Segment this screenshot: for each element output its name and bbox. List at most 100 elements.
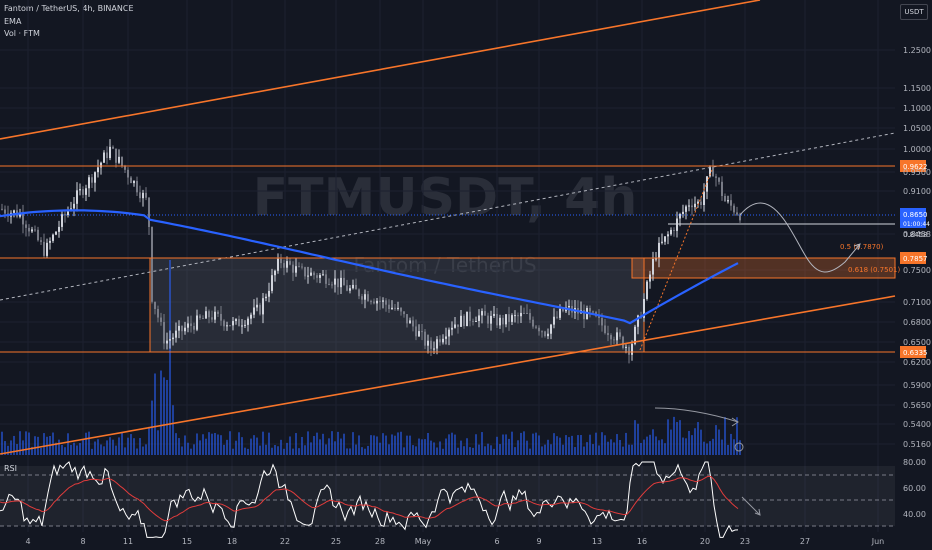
volume-bar bbox=[607, 441, 609, 455]
candle-body bbox=[82, 189, 84, 195]
candle-body bbox=[670, 229, 672, 235]
volume-bar bbox=[118, 437, 120, 455]
time-axis-tick: 9 bbox=[536, 537, 541, 546]
candle-body bbox=[634, 326, 636, 344]
candle-body bbox=[667, 234, 669, 237]
candle-body bbox=[526, 313, 528, 315]
volume-bar bbox=[88, 431, 90, 455]
candle-body bbox=[448, 329, 450, 337]
volume-bar bbox=[268, 432, 270, 455]
candle-body bbox=[172, 337, 174, 340]
candle-body bbox=[451, 327, 453, 330]
alert-icon bbox=[734, 442, 744, 452]
candle-body bbox=[619, 332, 621, 337]
candle-body bbox=[373, 301, 375, 304]
volume-bar bbox=[601, 432, 603, 455]
price-axis-tick: 1.0000 bbox=[903, 145, 931, 154]
candle-body bbox=[409, 320, 411, 324]
volume-bar bbox=[265, 444, 267, 455]
volume-bar bbox=[448, 434, 450, 455]
volume-bar bbox=[91, 448, 93, 455]
volume-bar bbox=[310, 442, 312, 455]
volume-bar bbox=[184, 435, 186, 455]
candle-body bbox=[115, 148, 117, 163]
projection-arrow bbox=[853, 243, 861, 251]
candle-body bbox=[529, 313, 531, 320]
volume-bar bbox=[226, 439, 228, 455]
volume-bar bbox=[58, 439, 60, 455]
rsi-label: RSI bbox=[4, 464, 17, 473]
volume-bar bbox=[19, 431, 21, 455]
volume-bar bbox=[598, 445, 600, 455]
volume-bar bbox=[316, 432, 318, 455]
volume-bar bbox=[541, 446, 543, 455]
volume-bar bbox=[655, 436, 657, 455]
volume-bar bbox=[283, 448, 285, 455]
candle-body bbox=[694, 203, 696, 208]
time-axis-tick: 25 bbox=[331, 537, 341, 546]
volume-bar bbox=[619, 439, 621, 455]
candle-body bbox=[406, 314, 408, 324]
candle-body bbox=[31, 229, 33, 232]
volume-bar bbox=[229, 431, 231, 455]
volume-bar bbox=[571, 435, 573, 455]
candle-body bbox=[55, 231, 57, 235]
volume-bar bbox=[514, 447, 516, 455]
volume-bar bbox=[580, 435, 582, 455]
volume-bar bbox=[55, 442, 57, 455]
level-badge bbox=[900, 346, 926, 358]
volume-bar bbox=[460, 440, 462, 455]
volume-bar bbox=[568, 437, 570, 455]
volume-bar bbox=[16, 444, 18, 455]
volume-bar bbox=[376, 436, 378, 455]
volume-bar bbox=[256, 437, 258, 455]
candle-body bbox=[520, 312, 522, 317]
candle-body bbox=[505, 314, 507, 325]
volume-bar bbox=[211, 433, 213, 455]
volume-bar bbox=[250, 438, 252, 455]
volume-bar bbox=[103, 446, 105, 455]
candle-body bbox=[697, 201, 699, 204]
volume-bar bbox=[238, 432, 240, 455]
volume-bar bbox=[313, 436, 315, 455]
volume-bar bbox=[559, 437, 561, 455]
volume-bar bbox=[340, 438, 342, 455]
candle-body bbox=[208, 311, 210, 318]
volume-bar bbox=[22, 440, 24, 455]
volume-bar bbox=[667, 419, 669, 455]
volume-bar bbox=[577, 435, 579, 455]
time-axis-tick: 20 bbox=[700, 537, 710, 546]
volume-bar bbox=[724, 417, 726, 455]
currency-button[interactable]: USDT bbox=[900, 4, 928, 20]
volume-bar bbox=[493, 448, 495, 455]
candle-body bbox=[625, 346, 627, 348]
volume-bar bbox=[148, 426, 150, 455]
time-axis-tick: 6 bbox=[494, 537, 499, 546]
volume-bar bbox=[637, 423, 639, 455]
ema-legend[interactable]: EMA bbox=[4, 17, 22, 26]
candle-body bbox=[88, 177, 90, 189]
candle-body bbox=[622, 336, 624, 348]
volume-legend[interactable]: Vol · FTM bbox=[4, 29, 40, 38]
candle-body bbox=[112, 146, 114, 149]
candle-body bbox=[418, 331, 420, 337]
candle-body bbox=[682, 211, 684, 215]
volume-bar bbox=[649, 434, 651, 455]
candle-body bbox=[250, 314, 252, 319]
volume-bar bbox=[469, 447, 471, 455]
candle-body bbox=[421, 331, 423, 333]
volume-bar bbox=[388, 444, 390, 455]
candle-body bbox=[439, 339, 441, 343]
volume-bar bbox=[397, 432, 399, 455]
volume-bar bbox=[481, 432, 483, 455]
volume-bar bbox=[286, 442, 288, 455]
volume-bar bbox=[307, 431, 309, 455]
candle-body bbox=[403, 311, 405, 315]
candle-body bbox=[730, 200, 732, 206]
volume-bar bbox=[682, 437, 684, 455]
volume-bar bbox=[544, 444, 546, 455]
candle-body bbox=[646, 281, 648, 299]
volume-bar bbox=[76, 445, 78, 455]
volume-bar bbox=[304, 445, 306, 455]
